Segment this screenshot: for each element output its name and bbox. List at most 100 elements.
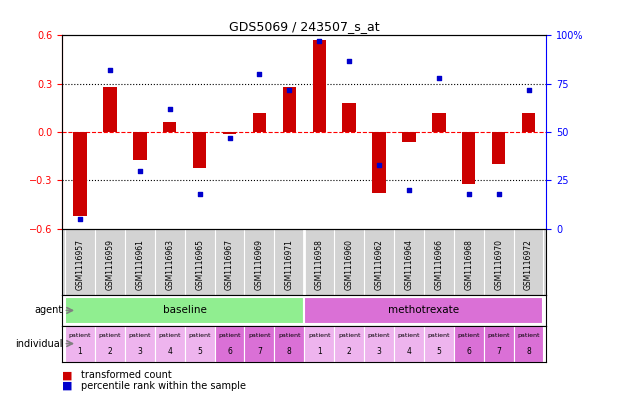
Text: 6: 6 (227, 347, 232, 356)
Text: GSM1116957: GSM1116957 (76, 239, 84, 290)
Text: 4: 4 (167, 347, 172, 356)
Text: GSM1116963: GSM1116963 (165, 239, 175, 290)
Text: 1: 1 (78, 347, 83, 356)
Text: patient: patient (338, 333, 360, 338)
FancyBboxPatch shape (514, 326, 543, 362)
Bar (223, 132, 236, 134)
Point (165, 106, 175, 112)
Text: GSM1116962: GSM1116962 (374, 239, 384, 290)
Point (105, 67, 115, 73)
Bar (163, 123, 176, 132)
Text: GSM1116972: GSM1116972 (524, 239, 533, 290)
Bar (312, 40, 326, 132)
Text: GSM1116971: GSM1116971 (285, 239, 294, 290)
Bar (462, 132, 476, 184)
Bar (342, 103, 356, 132)
FancyBboxPatch shape (184, 326, 215, 362)
Text: percentile rank within the sample: percentile rank within the sample (81, 381, 246, 391)
Point (225, 135, 235, 141)
Text: individual: individual (15, 339, 63, 349)
Text: agent: agent (34, 305, 63, 316)
FancyBboxPatch shape (65, 297, 304, 324)
Text: 2: 2 (107, 347, 112, 356)
FancyBboxPatch shape (65, 326, 95, 362)
Point (75, 216, 85, 222)
Point (404, 187, 414, 193)
Text: patient: patient (458, 333, 480, 338)
Point (464, 191, 474, 197)
Point (314, 38, 324, 44)
Bar (402, 132, 415, 142)
FancyBboxPatch shape (364, 326, 394, 362)
Text: ■: ■ (62, 370, 73, 380)
FancyBboxPatch shape (304, 297, 543, 324)
FancyBboxPatch shape (155, 326, 184, 362)
Text: patient: patient (517, 333, 540, 338)
Text: 2: 2 (347, 347, 351, 356)
Text: patient: patient (397, 333, 420, 338)
Bar (522, 113, 535, 132)
Bar (283, 87, 296, 132)
Text: 5: 5 (197, 347, 202, 356)
Text: methotrexate: methotrexate (388, 305, 460, 316)
Text: patient: patient (368, 333, 390, 338)
Text: patient: patient (129, 333, 151, 338)
Text: GSM1116970: GSM1116970 (494, 239, 503, 290)
Text: GSM1116968: GSM1116968 (465, 239, 473, 290)
Bar (193, 132, 206, 167)
Point (284, 86, 294, 93)
Bar (103, 87, 117, 132)
Text: patient: patient (428, 333, 450, 338)
Text: patient: patient (278, 333, 301, 338)
FancyBboxPatch shape (245, 326, 274, 362)
Text: 7: 7 (257, 347, 262, 356)
Text: patient: patient (99, 333, 121, 338)
FancyBboxPatch shape (484, 326, 514, 362)
Point (524, 86, 533, 93)
Text: patient: patient (219, 333, 241, 338)
FancyBboxPatch shape (125, 326, 155, 362)
Point (255, 71, 265, 77)
Point (374, 162, 384, 168)
Text: patient: patient (308, 333, 330, 338)
Point (344, 57, 354, 64)
Text: 8: 8 (287, 347, 292, 356)
Text: 3: 3 (376, 347, 381, 356)
Bar (492, 132, 505, 164)
FancyBboxPatch shape (454, 326, 484, 362)
Text: ■: ■ (62, 381, 73, 391)
Text: patient: patient (158, 333, 181, 338)
Text: GSM1116967: GSM1116967 (225, 239, 234, 290)
Text: patient: patient (69, 333, 91, 338)
Text: transformed count: transformed count (81, 370, 171, 380)
Text: GSM1116958: GSM1116958 (315, 239, 324, 290)
Text: GSM1116965: GSM1116965 (195, 239, 204, 290)
Text: GSM1116966: GSM1116966 (434, 239, 443, 290)
Text: 7: 7 (496, 347, 501, 356)
Text: GSM1116961: GSM1116961 (135, 239, 144, 290)
Point (494, 191, 504, 197)
Bar (73, 132, 87, 216)
Point (135, 168, 145, 174)
FancyBboxPatch shape (274, 326, 304, 362)
Text: baseline: baseline (163, 305, 207, 316)
Text: 3: 3 (137, 347, 142, 356)
FancyBboxPatch shape (424, 326, 454, 362)
Text: 6: 6 (466, 347, 471, 356)
Text: 8: 8 (526, 347, 531, 356)
Text: GSM1116969: GSM1116969 (255, 239, 264, 290)
FancyBboxPatch shape (394, 326, 424, 362)
Text: patient: patient (248, 333, 271, 338)
Text: GSM1116964: GSM1116964 (404, 239, 414, 290)
Bar (373, 132, 386, 193)
Text: GSM1116959: GSM1116959 (106, 239, 114, 290)
Text: patient: patient (188, 333, 211, 338)
Text: 4: 4 (407, 347, 411, 356)
FancyBboxPatch shape (304, 326, 334, 362)
Text: patient: patient (487, 333, 510, 338)
Text: 1: 1 (317, 347, 322, 356)
Point (434, 75, 444, 81)
FancyBboxPatch shape (95, 326, 125, 362)
Point (194, 191, 204, 197)
FancyBboxPatch shape (334, 326, 364, 362)
